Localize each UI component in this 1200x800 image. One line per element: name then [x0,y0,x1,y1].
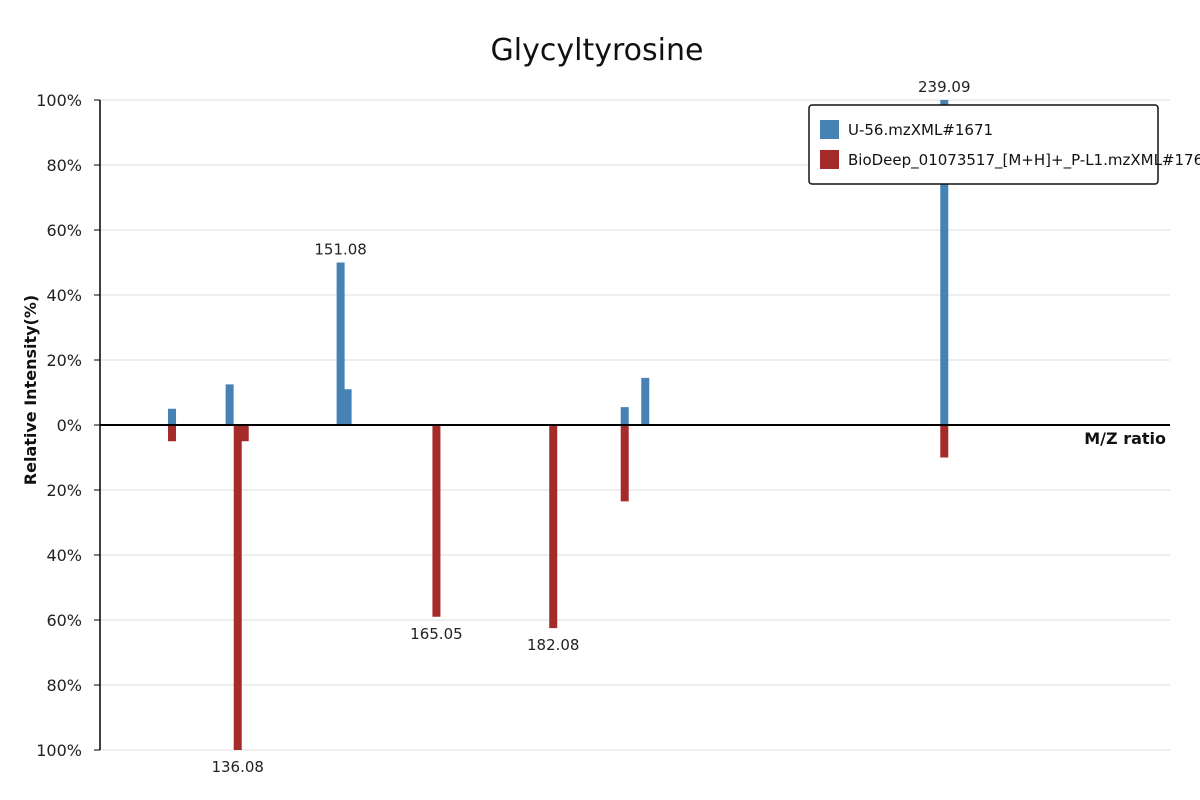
legend-box [808,104,1159,185]
y-tick-label: 80% [46,676,82,695]
peak-label: 136.08 [211,758,264,776]
y-tick-label: 60% [46,221,82,240]
peak-label: 165.05 [410,625,463,643]
grid-lines [100,99,1170,751]
y-tick-label: 100% [36,91,82,110]
peak-label: 151.08 [314,241,367,259]
peak-labels: 151.08 239.09 136.08 165.05 182.08 [211,78,970,776]
peak-bar-series-1[interactable] [168,408,177,425]
peak-bar-series-2[interactable] [240,425,249,442]
peak-bar-series-1[interactable] [940,100,949,425]
y-tick-label: 40% [46,546,82,565]
y-tick-label: 80% [46,156,82,175]
peak-label: 239.09 [918,78,971,96]
y-tick-label: 40% [46,286,82,305]
y-tick-label: 100% [36,741,82,760]
y-tick-label: 20% [46,351,82,370]
legend-label-series-2: BioDeep_01073517_[M+H]+_P-L1.mzXML#1765 [848,151,1200,170]
y-axis-title: Relative Intensity(%) [21,295,40,485]
peak-bar-series-2[interactable] [168,425,177,442]
y-tick-labels: 100% 80% 60% 40% 20% 0% 20% 40% 60% 80% 100% [36,91,100,760]
y-tick-label: 60% [46,611,82,630]
peaks [168,100,949,750]
peak-bar-series-2[interactable] [432,425,441,617]
peak-bar-series-1[interactable] [620,407,629,425]
peak-bar-series-2[interactable] [940,425,949,458]
x-axis-title: M/Z ratio [1084,429,1166,448]
peak-bar-series-1[interactable] [336,262,345,426]
axes [99,100,1170,750]
y-tick-label: 20% [46,481,82,500]
peak-bar-series-1[interactable] [225,384,234,425]
peak-bar-series-1[interactable] [641,377,650,425]
peak-label: 182.08 [527,636,580,654]
legend-label-series-1: U-56.mzXML#1671 [848,121,993,139]
peak-bar-series-2[interactable] [549,425,558,629]
legend: U-56.mzXML#1671 BioDeep_01073517_[M+H]+_… [808,104,1200,185]
peak-bar-series-1[interactable] [343,389,352,425]
y-tick-label: 0% [57,416,82,435]
legend-swatch-series-2 [820,150,839,169]
legend-swatch-series-1 [820,120,839,139]
chart-title: Glycyltyrosine [491,33,704,68]
peak-bar-series-2[interactable] [620,425,629,502]
peak-bar-series-2[interactable] [233,425,242,750]
